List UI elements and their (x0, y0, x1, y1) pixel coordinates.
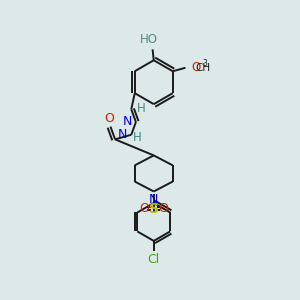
Text: Cl: Cl (148, 253, 160, 266)
Text: N: N (122, 115, 132, 128)
Text: HO: HO (140, 33, 158, 46)
Text: N: N (149, 193, 158, 206)
Text: O: O (158, 202, 168, 215)
Text: H: H (132, 131, 141, 144)
Text: S: S (149, 202, 159, 216)
Text: N: N (118, 128, 127, 141)
Text: 3: 3 (202, 59, 207, 68)
Text: O: O (139, 202, 149, 215)
Text: H: H (137, 102, 146, 115)
Text: O: O (191, 61, 200, 74)
Text: O: O (104, 112, 114, 125)
Text: CH: CH (196, 63, 211, 73)
